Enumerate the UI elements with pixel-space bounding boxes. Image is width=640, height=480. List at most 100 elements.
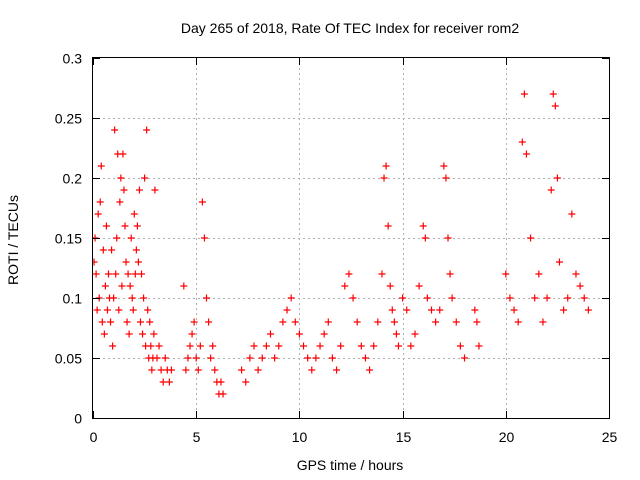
data-point <box>242 378 250 386</box>
x-tick-label: 20 <box>499 429 515 445</box>
y-tick-label: 0.25 <box>55 111 82 127</box>
y-tick-label: 0.05 <box>55 351 82 367</box>
data-point <box>446 270 454 278</box>
data-point <box>133 222 141 230</box>
data-point <box>452 318 460 326</box>
data-point <box>308 366 316 374</box>
data-point <box>553 174 561 182</box>
data-point <box>126 282 134 290</box>
data-point <box>113 234 121 242</box>
x-tick-label: 25 <box>602 429 618 445</box>
data-point <box>328 354 336 362</box>
data-point <box>144 306 152 314</box>
data-point <box>456 342 464 350</box>
data-point <box>370 342 378 350</box>
data-point <box>555 258 563 266</box>
data-point <box>560 306 568 314</box>
data-point <box>448 294 456 302</box>
data-point <box>140 294 148 302</box>
data-point <box>150 330 158 338</box>
data-point <box>535 270 543 278</box>
data-point <box>382 162 390 170</box>
data-point <box>182 366 190 374</box>
data-point <box>407 342 415 350</box>
data-point <box>514 318 522 326</box>
data-point <box>423 294 431 302</box>
data-point <box>200 234 208 242</box>
data-point <box>157 366 165 374</box>
data-point <box>312 354 320 362</box>
data-point <box>390 318 398 326</box>
data-point <box>121 222 129 230</box>
data-point <box>161 354 169 362</box>
data-point <box>198 198 206 206</box>
data-point <box>94 210 102 218</box>
data-point <box>188 330 196 338</box>
data-point <box>520 90 528 98</box>
data-point <box>427 306 435 314</box>
data-point <box>361 354 369 362</box>
data-point <box>258 354 266 362</box>
x-axis-label: GPS time / hours <box>297 457 404 473</box>
data-point <box>291 318 299 326</box>
data-point <box>119 150 127 158</box>
data-point <box>543 294 551 302</box>
data-point <box>549 90 557 98</box>
data-point <box>112 270 120 278</box>
data-point <box>153 354 161 362</box>
data-point <box>415 282 423 290</box>
data-point <box>564 294 572 302</box>
data-point <box>324 318 332 326</box>
data-point <box>518 138 526 146</box>
data-point <box>384 222 392 230</box>
data-point <box>117 174 125 182</box>
data-point <box>341 282 349 290</box>
data-point <box>238 366 246 374</box>
data-point <box>217 378 225 386</box>
data-point <box>165 378 173 386</box>
data-point <box>97 162 105 170</box>
data-point <box>337 342 345 350</box>
data-point <box>147 342 155 350</box>
grid-lines <box>93 58 609 418</box>
y-axis-label: ROTI / TECUs <box>5 195 21 285</box>
data-point <box>130 210 138 218</box>
x-tick-label: 10 <box>292 429 308 445</box>
data-point <box>539 318 547 326</box>
x-tick-labels: 0 5 10 15 20 25 <box>90 429 618 445</box>
data-point <box>205 318 213 326</box>
data-point <box>436 306 444 314</box>
data-point <box>254 366 262 374</box>
data-point <box>421 234 429 242</box>
data-point <box>96 198 104 206</box>
data-point <box>471 306 479 314</box>
data-point <box>300 342 308 350</box>
data-point <box>345 270 353 278</box>
data-point <box>131 270 139 278</box>
data-point <box>275 342 283 350</box>
data-point <box>129 306 137 314</box>
data-point <box>547 186 555 194</box>
data-point <box>190 318 198 326</box>
data-point <box>506 294 514 302</box>
data-point <box>180 282 188 290</box>
data-point <box>568 210 576 218</box>
data-point <box>109 342 117 350</box>
data-point <box>394 342 402 350</box>
data-point <box>110 294 118 302</box>
data-point <box>316 342 324 350</box>
data-point <box>378 270 386 278</box>
data-point <box>380 174 388 182</box>
data-point <box>353 318 361 326</box>
data-point <box>102 222 110 230</box>
data-point <box>138 270 146 278</box>
data-point <box>98 318 106 326</box>
y-tick-label: 0.1 <box>63 291 83 307</box>
data-point <box>104 270 112 278</box>
data-point <box>388 306 396 314</box>
data-point <box>186 342 194 350</box>
data-point <box>271 354 279 362</box>
data-point <box>262 342 270 350</box>
data-point <box>211 366 219 374</box>
data-point <box>580 294 588 302</box>
